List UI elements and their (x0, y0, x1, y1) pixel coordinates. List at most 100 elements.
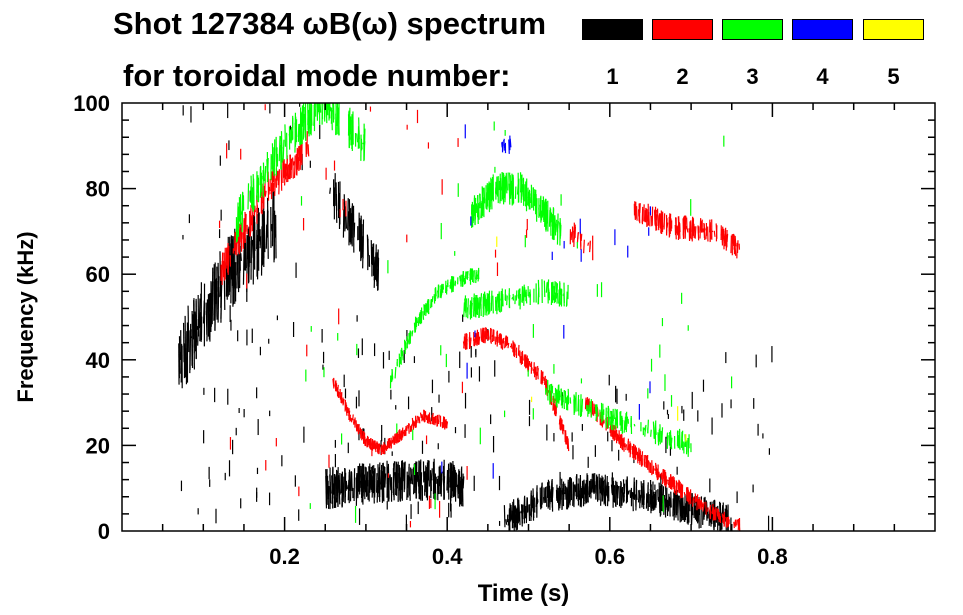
spectrum-mark (452, 280, 455, 292)
spectrum-mark (655, 468, 658, 474)
spectrum-mark (628, 444, 631, 451)
spectrum-mark (711, 503, 714, 515)
spectrum-mark (498, 333, 501, 345)
spectrum-mark (391, 369, 394, 378)
spectrum-mark (535, 193, 538, 222)
spectrum-mark (635, 447, 638, 455)
spectrum-mark (655, 215, 658, 231)
spectrum-mark (713, 230, 716, 237)
spectrum-mark (545, 388, 548, 393)
spectrum-mark (478, 298, 481, 310)
spectrum-mark (734, 235, 737, 247)
spectrum-mark (503, 505, 506, 528)
spectrum-mark (686, 228, 689, 233)
spectrum-mark (553, 281, 556, 304)
x-tick-label: 0.4 (432, 544, 463, 569)
y-axis-label: Frequency (kHz) (13, 231, 38, 402)
spectrum-mark (528, 191, 530, 207)
spectrum-mark (439, 288, 442, 298)
y-tick-label: 80 (86, 177, 110, 202)
y-tick-label: 60 (86, 262, 110, 287)
spectrum-mark (581, 398, 584, 412)
spectrum-mark (469, 337, 472, 348)
spectrum-mark (678, 222, 681, 239)
spectrum-mark (736, 519, 739, 526)
spectrum-mark (669, 430, 672, 450)
spectrum-mark (577, 231, 580, 240)
spectrum-mark (408, 330, 411, 338)
legend-swatch-mode-4 (792, 19, 853, 40)
spectrum-mark (417, 416, 420, 422)
spectrum-mark (217, 262, 220, 298)
spectrum-mark (676, 494, 679, 521)
spectrum-mark (357, 424, 360, 434)
spectrum-mark (396, 431, 399, 438)
spectrum-mark (567, 438, 570, 452)
spectrum-mark (614, 417, 617, 430)
spectrum-mark (568, 477, 571, 506)
spectrum-mark (394, 366, 397, 379)
spectrum-mark (557, 391, 560, 403)
spectrum-mark (507, 342, 510, 349)
spectrum-mark (521, 184, 524, 192)
spectrum-mark (240, 253, 242, 261)
spectrum-mark (694, 226, 697, 239)
spectrum-mark (437, 414, 440, 425)
spectrum-mark (353, 468, 356, 501)
spectrum-mark (429, 417, 432, 425)
spectrum-mark (626, 416, 629, 427)
spectrum-mark (702, 228, 704, 233)
spectrum-mark (584, 486, 587, 500)
spectrum-mark (278, 135, 281, 162)
y-tick-label: 100 (73, 91, 110, 116)
spectrum-mark (640, 481, 643, 498)
spectrum-mark (692, 497, 694, 507)
spectrum-mark (355, 480, 358, 500)
spectrum-mark (502, 181, 504, 202)
spectrum-mark (341, 482, 344, 507)
spectrum-mark (490, 290, 493, 311)
spectrum-mark (422, 311, 425, 320)
spectrum-mark (610, 415, 612, 419)
spectrum-mark (491, 184, 494, 195)
spectrum-mark (633, 444, 635, 453)
legend-swatch-mode-3 (722, 19, 783, 40)
spectrum-mark (551, 221, 554, 239)
spectrum-mark (419, 312, 421, 324)
y-tick-label: 20 (86, 433, 110, 458)
spectrum-mark (657, 215, 660, 231)
series-mode-2 (218, 104, 741, 532)
spectrum-mark (734, 519, 737, 526)
spectrum-mark (556, 213, 559, 245)
spectrum-mark (572, 481, 574, 506)
spectrum-mark (206, 299, 209, 342)
spectrum-mark (537, 368, 539, 376)
spectrum-mark (611, 415, 614, 424)
spectrum-mark (632, 446, 635, 455)
spectrum-mark (643, 427, 646, 431)
spectrum-mark (407, 423, 410, 429)
spectrum-mark (709, 228, 712, 241)
spectrum-mark (282, 139, 285, 161)
spectrum-mark (485, 299, 488, 305)
spectrum-mark (610, 428, 612, 437)
spectrum-mark (263, 211, 266, 253)
spectrum-mark (450, 462, 452, 499)
spectrum-mark (558, 487, 561, 501)
spectrum-mark (336, 480, 339, 507)
spectrum-mark (459, 275, 462, 282)
spectrum-mark (738, 519, 741, 532)
spectrum-mark (668, 435, 671, 446)
spectrum-mark (658, 428, 661, 438)
spectrum-mark (360, 138, 363, 150)
spectrum-mark (401, 350, 404, 361)
spectrum-mark (410, 467, 412, 484)
spectrum-mark (263, 185, 265, 209)
spectrum-mark (343, 194, 346, 232)
spectrum-mark (287, 164, 290, 183)
spectrum-mark (411, 330, 414, 337)
x-tick-label: 0.8 (757, 544, 788, 569)
spectrum-mark (415, 415, 417, 423)
spectrum-mark (587, 242, 590, 246)
spectrum-mark (667, 493, 670, 512)
